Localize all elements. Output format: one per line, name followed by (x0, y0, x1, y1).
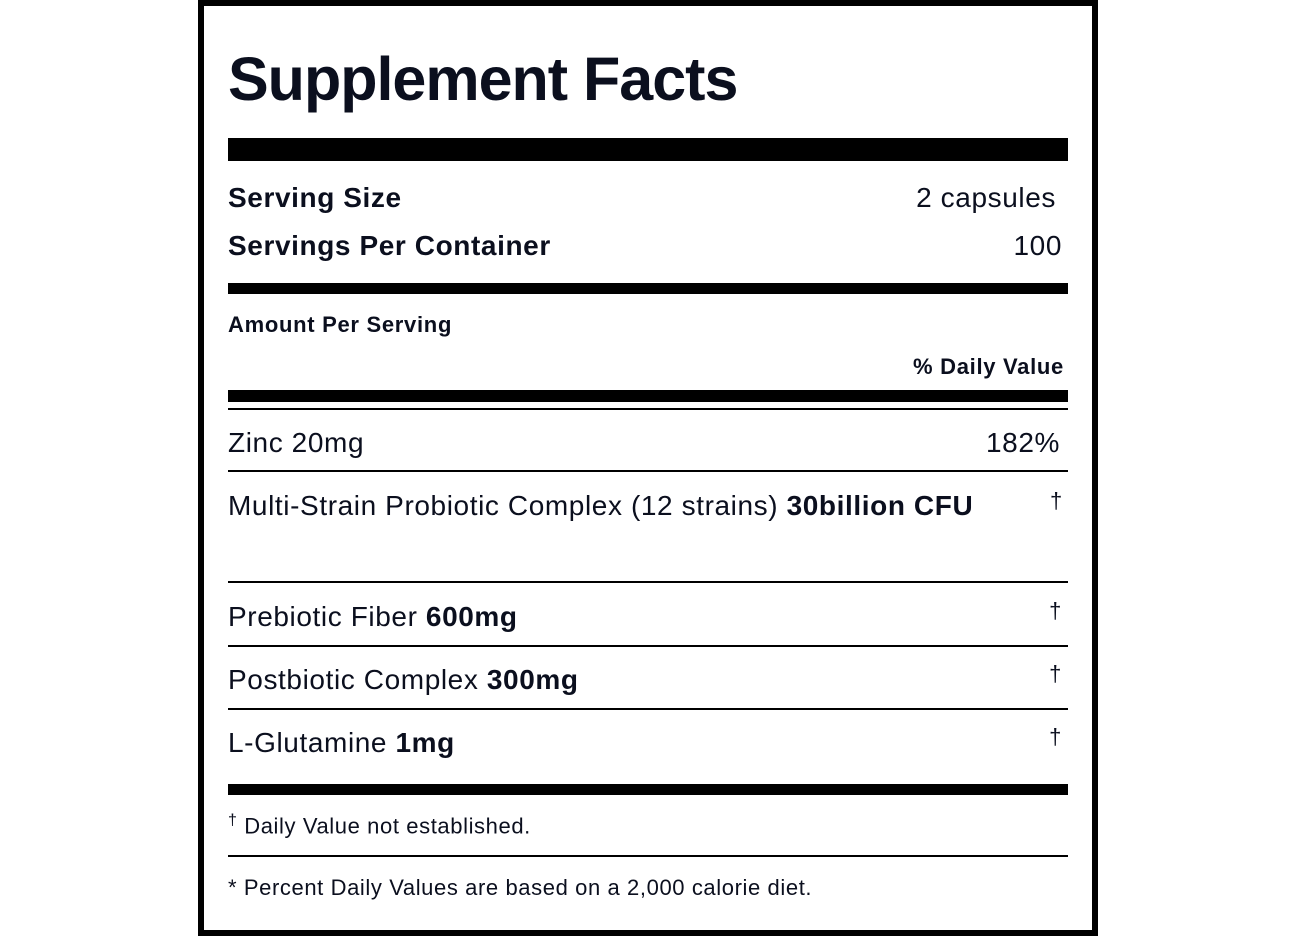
medium-divider (228, 784, 1068, 795)
dagger-footnote-text: Daily Value not established. (237, 813, 531, 839)
ingredient-amount: 30billion CFU (786, 490, 974, 521)
dagger-mark: † (1049, 661, 1062, 686)
amount-per-serving-label: Amount Per Serving (228, 312, 453, 337)
ingredient-name: L-Glutamine (228, 727, 396, 758)
dagger-footnote: † Daily Value not established. (228, 812, 531, 839)
dagger-mark: † (1049, 724, 1062, 749)
ingredient-name: Multi-Strain Probiotic Complex (12 strai… (228, 490, 787, 521)
medium-divider (228, 283, 1068, 294)
ingredient-row-probiotic: Multi-Strain Probiotic Complex (12 strai… (228, 482, 1008, 530)
ingredient-row-postbiotic: Postbiotic Complex 300mg † (228, 656, 1068, 704)
servings-per-container-value: 100 (1013, 230, 1062, 261)
thin-divider (228, 408, 1068, 410)
ingredient-name: Postbiotic Complex (228, 664, 487, 695)
dagger-mark: † (1049, 598, 1062, 623)
ingredient-row-zinc: Zinc 20mg 182% (228, 419, 1068, 467)
percent-daily-value-footnote: * Percent Daily Values are based on a 2,… (228, 875, 813, 900)
ingredient-amount: 300mg (486, 664, 579, 695)
serving-size-value: 2 capsules (916, 182, 1056, 213)
ingredient-row-prebiotic: Prebiotic Fiber 600mg † (228, 593, 1068, 641)
row-divider (228, 581, 1068, 583)
row-divider (228, 470, 1068, 472)
thick-divider (228, 138, 1068, 161)
servings-per-container-label: Servings Per Container (228, 230, 551, 261)
ingredient-name: Prebiotic Fiber (228, 601, 426, 632)
serving-size-row: Serving Size 2 capsules (228, 182, 1062, 214)
dagger-mark: † (1050, 488, 1063, 513)
ingredient-row-glutamine: L-Glutamine 1mg † (228, 719, 1068, 767)
ingredient-name: Zinc 20mg (228, 427, 365, 458)
daily-value-header: % Daily Value (913, 354, 1064, 379)
row-divider (228, 708, 1068, 710)
page-title: Supplement Facts (228, 45, 738, 113)
medium-divider (228, 390, 1068, 402)
ingredient-daily-value: 182% (985, 427, 1060, 458)
servings-per-container-row: Servings Per Container 100 (228, 230, 1062, 262)
serving-size-label: Serving Size (228, 182, 402, 213)
thin-divider (228, 855, 1068, 857)
row-divider (228, 645, 1068, 647)
ingredient-amount: 1mg (395, 727, 455, 758)
ingredient-amount: 600mg (425, 601, 518, 632)
dagger-mark: † (228, 812, 238, 829)
